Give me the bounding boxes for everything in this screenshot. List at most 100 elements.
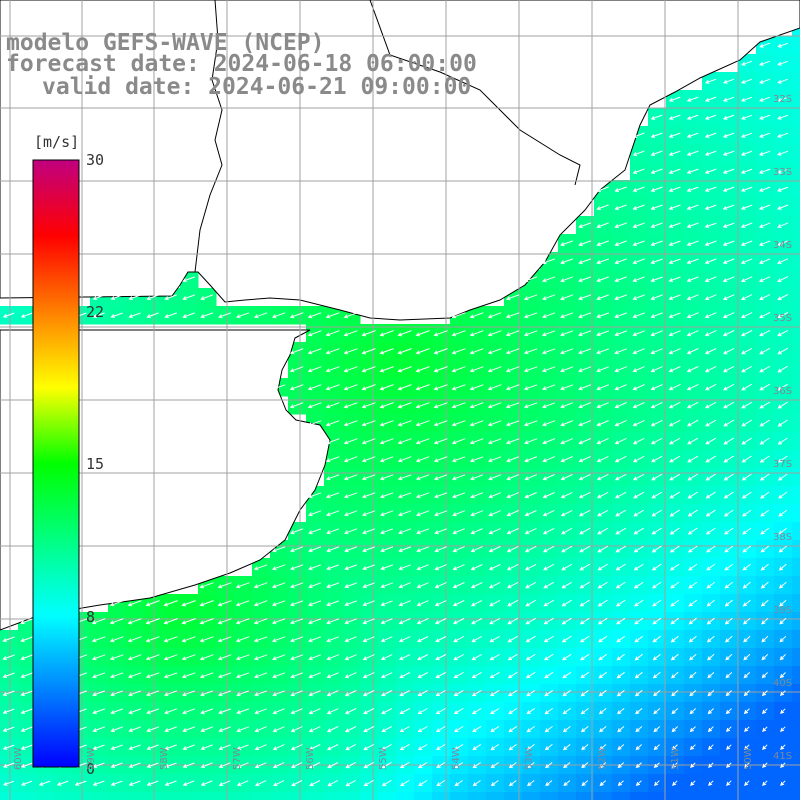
wind-arrow (109, 618, 124, 625)
wind-arrow (670, 653, 679, 661)
wind-arrow (488, 581, 501, 589)
wind-arrow (451, 456, 466, 463)
wind-arrow (380, 582, 393, 589)
wind-arrow (707, 726, 714, 733)
wind-arrow (704, 383, 717, 391)
wind-arrow (686, 96, 699, 102)
wind-arrow (164, 312, 177, 319)
wind-arrow (109, 600, 124, 607)
wind-arrow (726, 780, 732, 786)
wind-arrow (20, 708, 33, 714)
wind-arrow (325, 420, 340, 427)
wind-arrow (470, 510, 483, 517)
wind-arrow (182, 294, 195, 301)
wind-arrow (671, 744, 678, 751)
wind-arrow (472, 762, 481, 769)
wind-arrow (307, 312, 322, 319)
wind-arrow (505, 312, 520, 319)
wind-arrow (653, 690, 661, 697)
wind-arrow (399, 761, 410, 769)
wind-arrow (543, 599, 554, 607)
wind-arrow (652, 599, 662, 607)
wind-arrow (579, 527, 591, 535)
wind-arrow (325, 384, 340, 391)
wind-arrow (542, 438, 556, 445)
wind-arrow (20, 636, 33, 643)
wind-arrow (650, 150, 663, 156)
wind-arrow (633, 563, 644, 571)
wind-arrow (633, 491, 645, 499)
wind-arrow (489, 653, 500, 661)
wind-arrow (686, 312, 699, 319)
wind-arrow (435, 672, 446, 679)
wind-arrow (686, 186, 699, 192)
wind-arrow (668, 222, 681, 228)
wind-arrow (743, 617, 751, 625)
wind-arrow (762, 780, 768, 786)
wind-arrow (309, 780, 321, 787)
wind-arrow (670, 599, 680, 607)
wind-arrow (777, 401, 788, 409)
wind-arrow (487, 438, 502, 445)
wind-arrow (635, 708, 643, 715)
wind-arrow (508, 725, 518, 733)
wind-arrow (596, 240, 609, 247)
colorbar-tick-30: 30 (86, 151, 105, 169)
wind-arrow (506, 528, 519, 535)
wind-arrow (290, 618, 304, 625)
wind-arrow (651, 563, 662, 571)
wind-arrow (398, 528, 412, 535)
wind-arrow (74, 780, 87, 786)
wind-arrow (634, 635, 644, 643)
wind-arrow (632, 312, 645, 319)
wind-arrow (780, 762, 786, 768)
wind-arrow (760, 509, 770, 517)
wind-arrow (489, 617, 501, 625)
wind-arrow (435, 744, 446, 751)
wind-arrow (397, 492, 412, 499)
wind-arrow (632, 330, 645, 337)
wind-arrow (433, 438, 448, 445)
wind-arrow (290, 744, 303, 751)
wind-arrow (469, 438, 484, 445)
wind-arrow (632, 186, 645, 192)
wind-arrow (236, 762, 249, 769)
wind-arrow (634, 599, 644, 607)
wind-arrow (507, 653, 518, 661)
wind-arrow (723, 509, 734, 517)
wind-arrow (598, 635, 608, 643)
wind-arrow (617, 726, 625, 733)
wind-arrow (199, 672, 214, 679)
wind-arrow (688, 599, 698, 607)
wind-arrow (704, 204, 717, 210)
wind-arrow (343, 456, 358, 463)
wind-arrow (740, 294, 753, 301)
wind-arrow (452, 582, 465, 589)
wind-arrow (614, 312, 627, 319)
wind-arrow (686, 258, 699, 264)
wind-arrow (762, 744, 768, 750)
wind-arrow (669, 527, 680, 535)
wind-arrow (363, 726, 375, 733)
wind-arrow (2, 708, 15, 714)
wind-arrow (741, 473, 752, 481)
wind-arrow (361, 456, 376, 463)
wind-arrow (379, 402, 394, 409)
wind-arrow (543, 617, 554, 625)
wind-arrow (253, 654, 268, 661)
wind-arrow (632, 366, 645, 373)
wind-arrow (780, 780, 786, 786)
wind-arrow (581, 780, 589, 787)
wind-arrow (109, 636, 124, 643)
wind-arrow (616, 617, 626, 625)
wind-arrow (686, 383, 699, 391)
wind-arrow (724, 599, 733, 607)
wind-arrow (381, 726, 392, 733)
wind-arrow (740, 240, 753, 246)
wind-arrow (146, 690, 160, 697)
wind-arrow (397, 456, 412, 463)
wind-arrow (597, 581, 608, 589)
lat-label: 32S (773, 94, 793, 105)
wind-arrow (526, 743, 535, 751)
wind-arrow (758, 276, 771, 283)
